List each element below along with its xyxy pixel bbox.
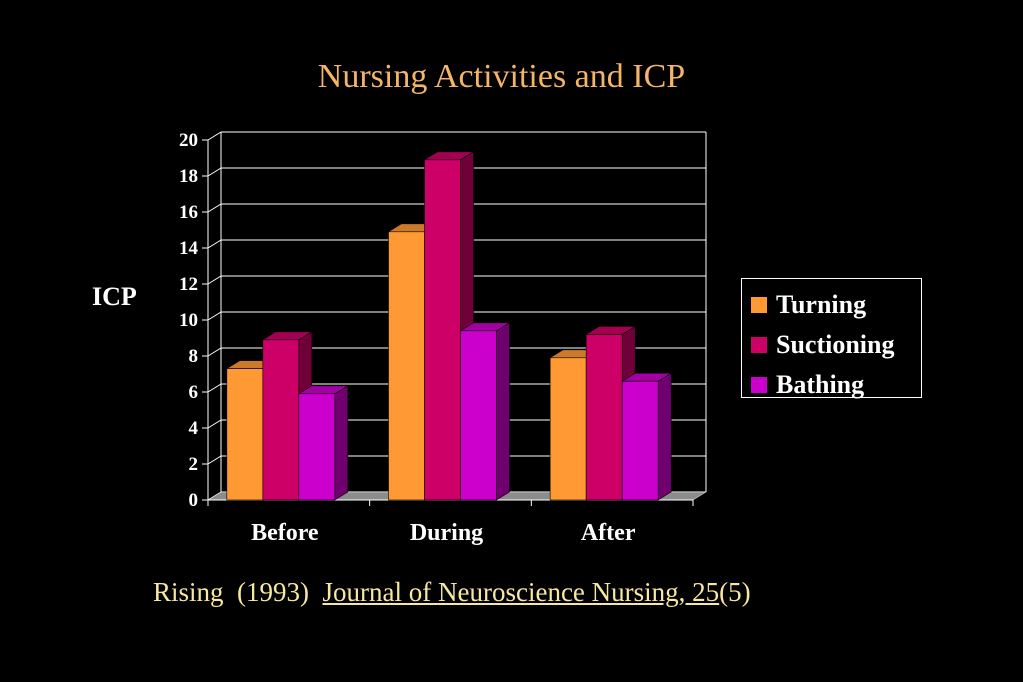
legend-swatch-suctioning	[750, 336, 768, 354]
y-tick-label-3: 6	[189, 382, 199, 403]
legend-label-turning: Turning	[776, 290, 867, 319]
y-tick-label-0: 0	[189, 490, 199, 511]
bar-side-bathing-before	[334, 385, 349, 501]
bar-turning-during	[388, 231, 425, 501]
legend-swatch-turning	[750, 296, 768, 314]
citation-prefix: Rising (1993)	[153, 577, 323, 607]
y-tick-label-9: 18	[179, 166, 198, 187]
y-tick-label-8: 16	[179, 202, 198, 223]
chart-title: Nursing Activities and ICP	[317, 58, 686, 95]
legend-label-bathing: Bathing	[776, 370, 865, 399]
y-tick-label-10: 20	[179, 130, 198, 151]
bar-side-bathing-after	[657, 372, 672, 501]
y-tick-label-7: 14	[179, 238, 199, 259]
y-tick-label-4: 8	[189, 346, 199, 367]
x-category-label-1: During	[410, 520, 483, 546]
bar-suctioning-before	[262, 339, 300, 501]
legend-label-suctioning: Suctioning	[776, 330, 895, 359]
gridline-side-3	[207, 383, 222, 393]
gridline-side-2	[207, 419, 222, 429]
gridline-side-5	[207, 311, 222, 321]
legend-swatch-bathing	[750, 376, 768, 394]
gridline-side-8	[207, 203, 222, 213]
x-category-label-2: After	[581, 520, 636, 546]
bar-bathing-during	[460, 330, 497, 501]
gridline-side-4	[207, 347, 222, 357]
gridline-side-1	[207, 455, 222, 465]
y-tick-label-2: 4	[189, 418, 199, 439]
citation-suffix: (5)	[719, 577, 751, 607]
y-tick-label-5: 10	[179, 310, 198, 331]
bar-bathing-before	[298, 393, 336, 501]
bar-suctioning-during	[424, 159, 461, 501]
legend: Turning Suctioning Bathing	[741, 278, 922, 399]
bar-suctioning-after	[585, 334, 623, 501]
citation: Rising (1993) Journal of Neuroscience Nu…	[153, 577, 751, 608]
bar-side-bathing-during	[496, 322, 510, 501]
y-tick-label-6: 12	[179, 274, 198, 295]
gridline-side-6	[207, 275, 222, 285]
legend-item-bathing: Bathing	[742, 365, 921, 405]
gridline-side-9	[207, 167, 222, 177]
y-axis-label: ICP	[92, 282, 137, 311]
bar-turning-before	[226, 368, 264, 501]
y-tick-label-1: 2	[189, 454, 199, 475]
bar-turning-after	[549, 357, 587, 501]
bar-bathing-after	[621, 380, 659, 501]
x-category-label-0: Before	[251, 520, 319, 546]
citation-journal-link[interactable]: Journal of Neuroscience Nursing, 25	[322, 577, 720, 607]
legend-item-turning: Turning	[742, 285, 921, 325]
gridline-side-7	[207, 239, 222, 249]
gridline-side-10	[207, 131, 222, 141]
legend-item-suctioning: Suctioning	[742, 325, 921, 365]
